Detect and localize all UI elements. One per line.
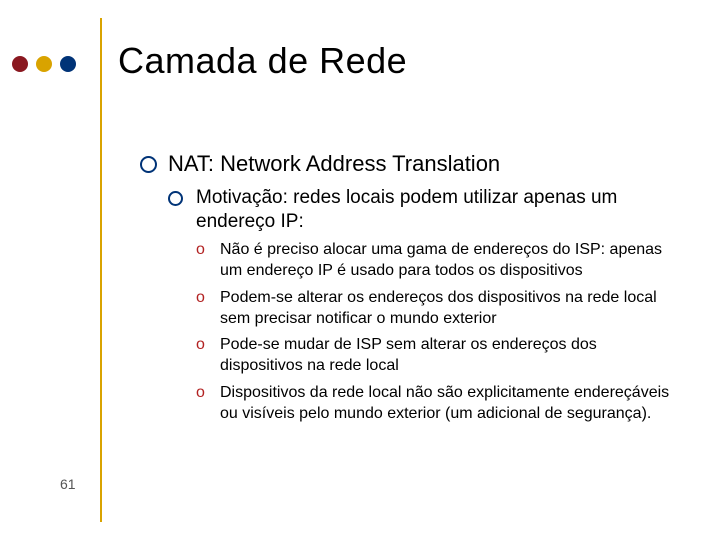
l2-text: Motivação: redes locais podem utilizar a… <box>196 187 617 232</box>
bullet-l2: Motivação: redes locais podem utilizar a… <box>168 186 680 425</box>
slide: Camada de Rede NAT: Network Address Tran… <box>0 0 720 540</box>
o-marker-icon: o <box>196 288 205 309</box>
bullet-l3: o Não é preciso alocar uma gama de endere… <box>196 240 680 282</box>
slide-title: Camada de Rede <box>118 40 407 82</box>
decor-dots <box>12 56 76 72</box>
o-marker-icon: o <box>196 335 205 356</box>
vertical-divider <box>100 18 102 522</box>
dot-1 <box>12 56 28 72</box>
l3-text-3: Dispositivos da rede local não são expli… <box>220 384 669 422</box>
slide-body: NAT: Network Address Translation Motivaç… <box>140 150 680 435</box>
l3-text-2: Pode-se mudar de ISP sem alterar os ende… <box>220 336 597 374</box>
bullet-l3: o Podem-se alterar os endereços dos dispo… <box>196 288 680 330</box>
l3-text-1: Podem-se alterar os endereços dos dispos… <box>220 289 657 327</box>
dot-2 <box>36 56 52 72</box>
bullet-l1: NAT: Network Address Translation Motivaç… <box>140 150 680 425</box>
page-number: 61 <box>60 476 76 492</box>
l1-text: NAT: Network Address Translation <box>168 151 500 176</box>
l3-text-0: Não é preciso alocar uma gama de endereç… <box>220 241 662 279</box>
o-marker-icon: o <box>196 240 205 261</box>
bullet-l3: o Pode-se mudar de ISP sem alterar os end… <box>196 335 680 377</box>
dot-3 <box>60 56 76 72</box>
o-marker-icon: o <box>196 383 205 404</box>
bullet-l3: o Dispositivos da rede local não são expl… <box>196 383 680 425</box>
